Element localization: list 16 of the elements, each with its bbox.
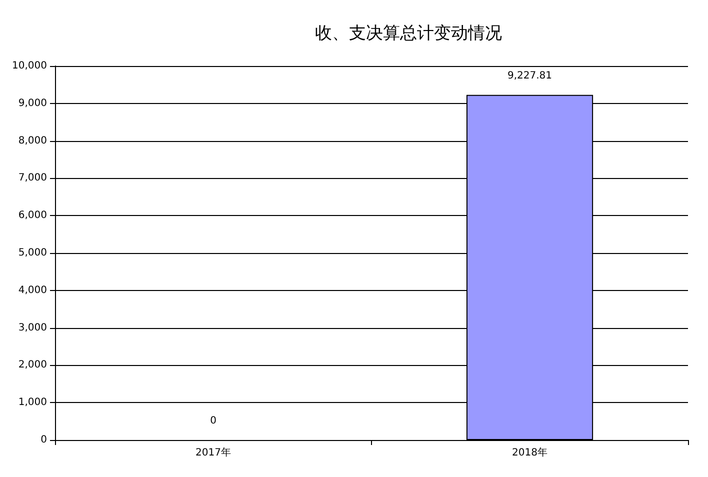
data-label: 0 <box>210 416 216 426</box>
y-tick-label: 2,000 <box>18 360 47 371</box>
y-tick-label: 10,000 <box>12 60 47 72</box>
y-tick-label: 0 <box>40 434 47 446</box>
y-tick-label: 1,000 <box>18 397 47 408</box>
x-tick-label: 2018年 <box>512 446 548 458</box>
y-tick-label: 3,000 <box>18 322 47 334</box>
y-tick-label: 5,000 <box>18 248 47 258</box>
y-tick-label: 4,000 <box>18 284 47 296</box>
y-tick-label: 8,000 <box>18 135 47 146</box>
data-label: 9,227.81 <box>507 70 552 82</box>
chart-title: 收、支决算总计变动情况 <box>315 24 502 44</box>
y-tick-label: 6,000 <box>18 210 47 222</box>
y-tick-label: 9,000 <box>18 98 47 109</box>
x-tick-label: 2017年 <box>196 446 231 458</box>
y-tick-label: 7,000 <box>18 172 47 184</box>
